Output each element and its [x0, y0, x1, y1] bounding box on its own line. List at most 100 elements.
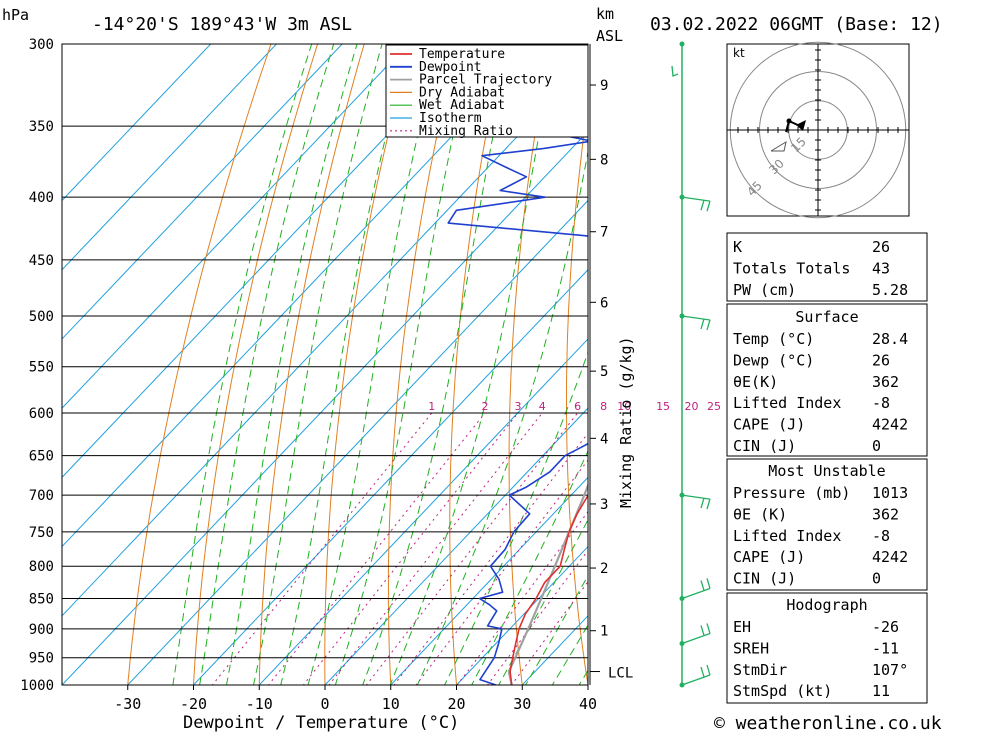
legend-label: Dewpoint — [419, 60, 482, 75]
isotherm-line — [324, 407, 588, 685]
wet-adiabat-line — [551, 624, 588, 685]
storm-motion-marker — [796, 120, 806, 131]
height-tick-label: 8 — [600, 152, 608, 168]
wet-adiabat-line — [389, 44, 558, 685]
x-tick-label: 0 — [320, 695, 329, 713]
mixing-ratio-label: 15 — [656, 400, 670, 413]
x-tick-label: -10 — [246, 695, 273, 713]
isotherm-line — [258, 338, 588, 685]
pressure-tick-label: 700 — [29, 488, 54, 504]
dry-adiabat-line — [324, 44, 412, 685]
dry-adiabat-line — [508, 44, 552, 685]
x-tick-label: -20 — [180, 695, 207, 713]
isotherm-line — [62, 44, 343, 340]
index-value: 26 — [872, 351, 890, 369]
wind-barb — [681, 196, 711, 212]
wind-barb — [671, 65, 679, 77]
datetime-title: 03.02.2022 06GMT (Base: 12) — [650, 14, 943, 35]
index-label: CAPE (J) — [733, 548, 805, 566]
index-label: CAPE (J) — [733, 416, 805, 434]
wind-barb-shaft — [681, 674, 711, 686]
mixing-ratio-line — [510, 580, 588, 685]
pressure-tick-label: 550 — [29, 360, 54, 376]
index-label: Lifted Index — [733, 527, 841, 545]
wind-barb-feather — [706, 319, 711, 331]
pressure-unit-label: hPa — [2, 6, 29, 24]
dewpoint-line — [447, 63, 588, 685]
legend-label: Isotherm — [419, 111, 482, 126]
wind-barb-feather — [706, 498, 711, 510]
height-tick-label: 4 — [600, 431, 608, 447]
mixing-ratio-line — [211, 412, 433, 685]
hodograph-point — [786, 118, 792, 124]
isotherm-line — [62, 44, 278, 271]
mixing-ratio-label: 10 — [617, 400, 631, 413]
indices-box-surface — [726, 303, 928, 457]
legend-label: Temperature — [419, 47, 505, 62]
isotherm-line — [62, 130, 588, 685]
index-value: -11 — [872, 639, 899, 657]
dry-adiabat-line — [969, 7, 1000, 711]
wet-adiabat-line — [307, 44, 441, 685]
credit-text: © weatheronline.co.uk — [714, 713, 942, 733]
index-label: PW (cm) — [733, 281, 796, 299]
mixing-ratio-label: 4 — [539, 400, 546, 413]
x-tick-label: 40 — [579, 695, 597, 713]
pressure-tick-label: 650 — [29, 449, 54, 465]
dry-adiabat-line — [923, 7, 1000, 711]
height-unit-label: km — [596, 5, 614, 23]
wind-barb — [681, 623, 711, 645]
legend-box — [385, 44, 589, 138]
height-tick-label: 7 — [600, 225, 608, 241]
index-value: -8 — [872, 527, 890, 545]
wet-adiabat-line — [252, 44, 383, 685]
index-label: θE(K) — [733, 373, 778, 391]
wind-barb-shaft — [681, 587, 711, 600]
x-tick-label: 10 — [382, 695, 400, 713]
index-value: 0 — [872, 437, 881, 455]
wind-barb-shaft — [681, 196, 711, 202]
x-tick-label: 20 — [447, 695, 465, 713]
index-label: Pressure (mb) — [733, 484, 850, 502]
mixing-ratio-label: 2 — [482, 400, 489, 413]
pressure-tick-label: 900 — [29, 622, 54, 638]
pressure-tick-label: 1000 — [20, 678, 54, 694]
index-value: 5.28 — [872, 281, 908, 299]
index-value: -8 — [872, 394, 890, 412]
wind-barb-shaft — [681, 315, 711, 321]
mixing-ratio-label: 20 — [684, 400, 698, 413]
mixing-ratio-line — [393, 432, 588, 685]
dry-adiabat-line — [258, 44, 365, 685]
wind-barb — [681, 494, 711, 510]
dry-adiabat-line — [676, 7, 726, 711]
index-value: 107° — [872, 661, 908, 679]
wind-barb-shaft — [681, 494, 711, 500]
index-value: 43 — [872, 259, 890, 277]
height-tick-label: 9 — [600, 78, 608, 94]
legend-label: Wet Adiabat — [419, 98, 505, 113]
height-tick-label: 2 — [600, 561, 608, 577]
mixing-ratio-label: 1 — [428, 400, 435, 413]
legend-label: Dry Adiabat — [419, 85, 505, 100]
pressure-tick-label: 750 — [29, 525, 54, 541]
wind-barb-feather — [706, 200, 711, 212]
hodograph-unit: kt — [733, 46, 745, 60]
pressure-tick-label: 950 — [29, 651, 54, 667]
mixing-ratio-line — [302, 412, 519, 685]
index-value: 1013 — [872, 484, 908, 502]
dry-adiabat-line — [127, 44, 272, 685]
height-asl-label: ASL — [596, 27, 623, 45]
dry-adiabat-line — [192, 44, 319, 685]
wet-adiabat-line — [225, 44, 358, 685]
wind-barb — [681, 578, 711, 600]
pressure-tick-label: 450 — [29, 253, 54, 269]
temperature-line — [509, 489, 588, 685]
height-tick-label: 5 — [600, 364, 608, 380]
mixing-ratio-label: 6 — [574, 400, 581, 413]
wet-adiabat-line — [334, 44, 474, 685]
isotherm-line — [390, 476, 588, 685]
mixing-ratio-label: 3 — [514, 400, 521, 413]
wind-barb-feather — [700, 625, 705, 636]
mixing-ratio-line — [456, 510, 588, 685]
